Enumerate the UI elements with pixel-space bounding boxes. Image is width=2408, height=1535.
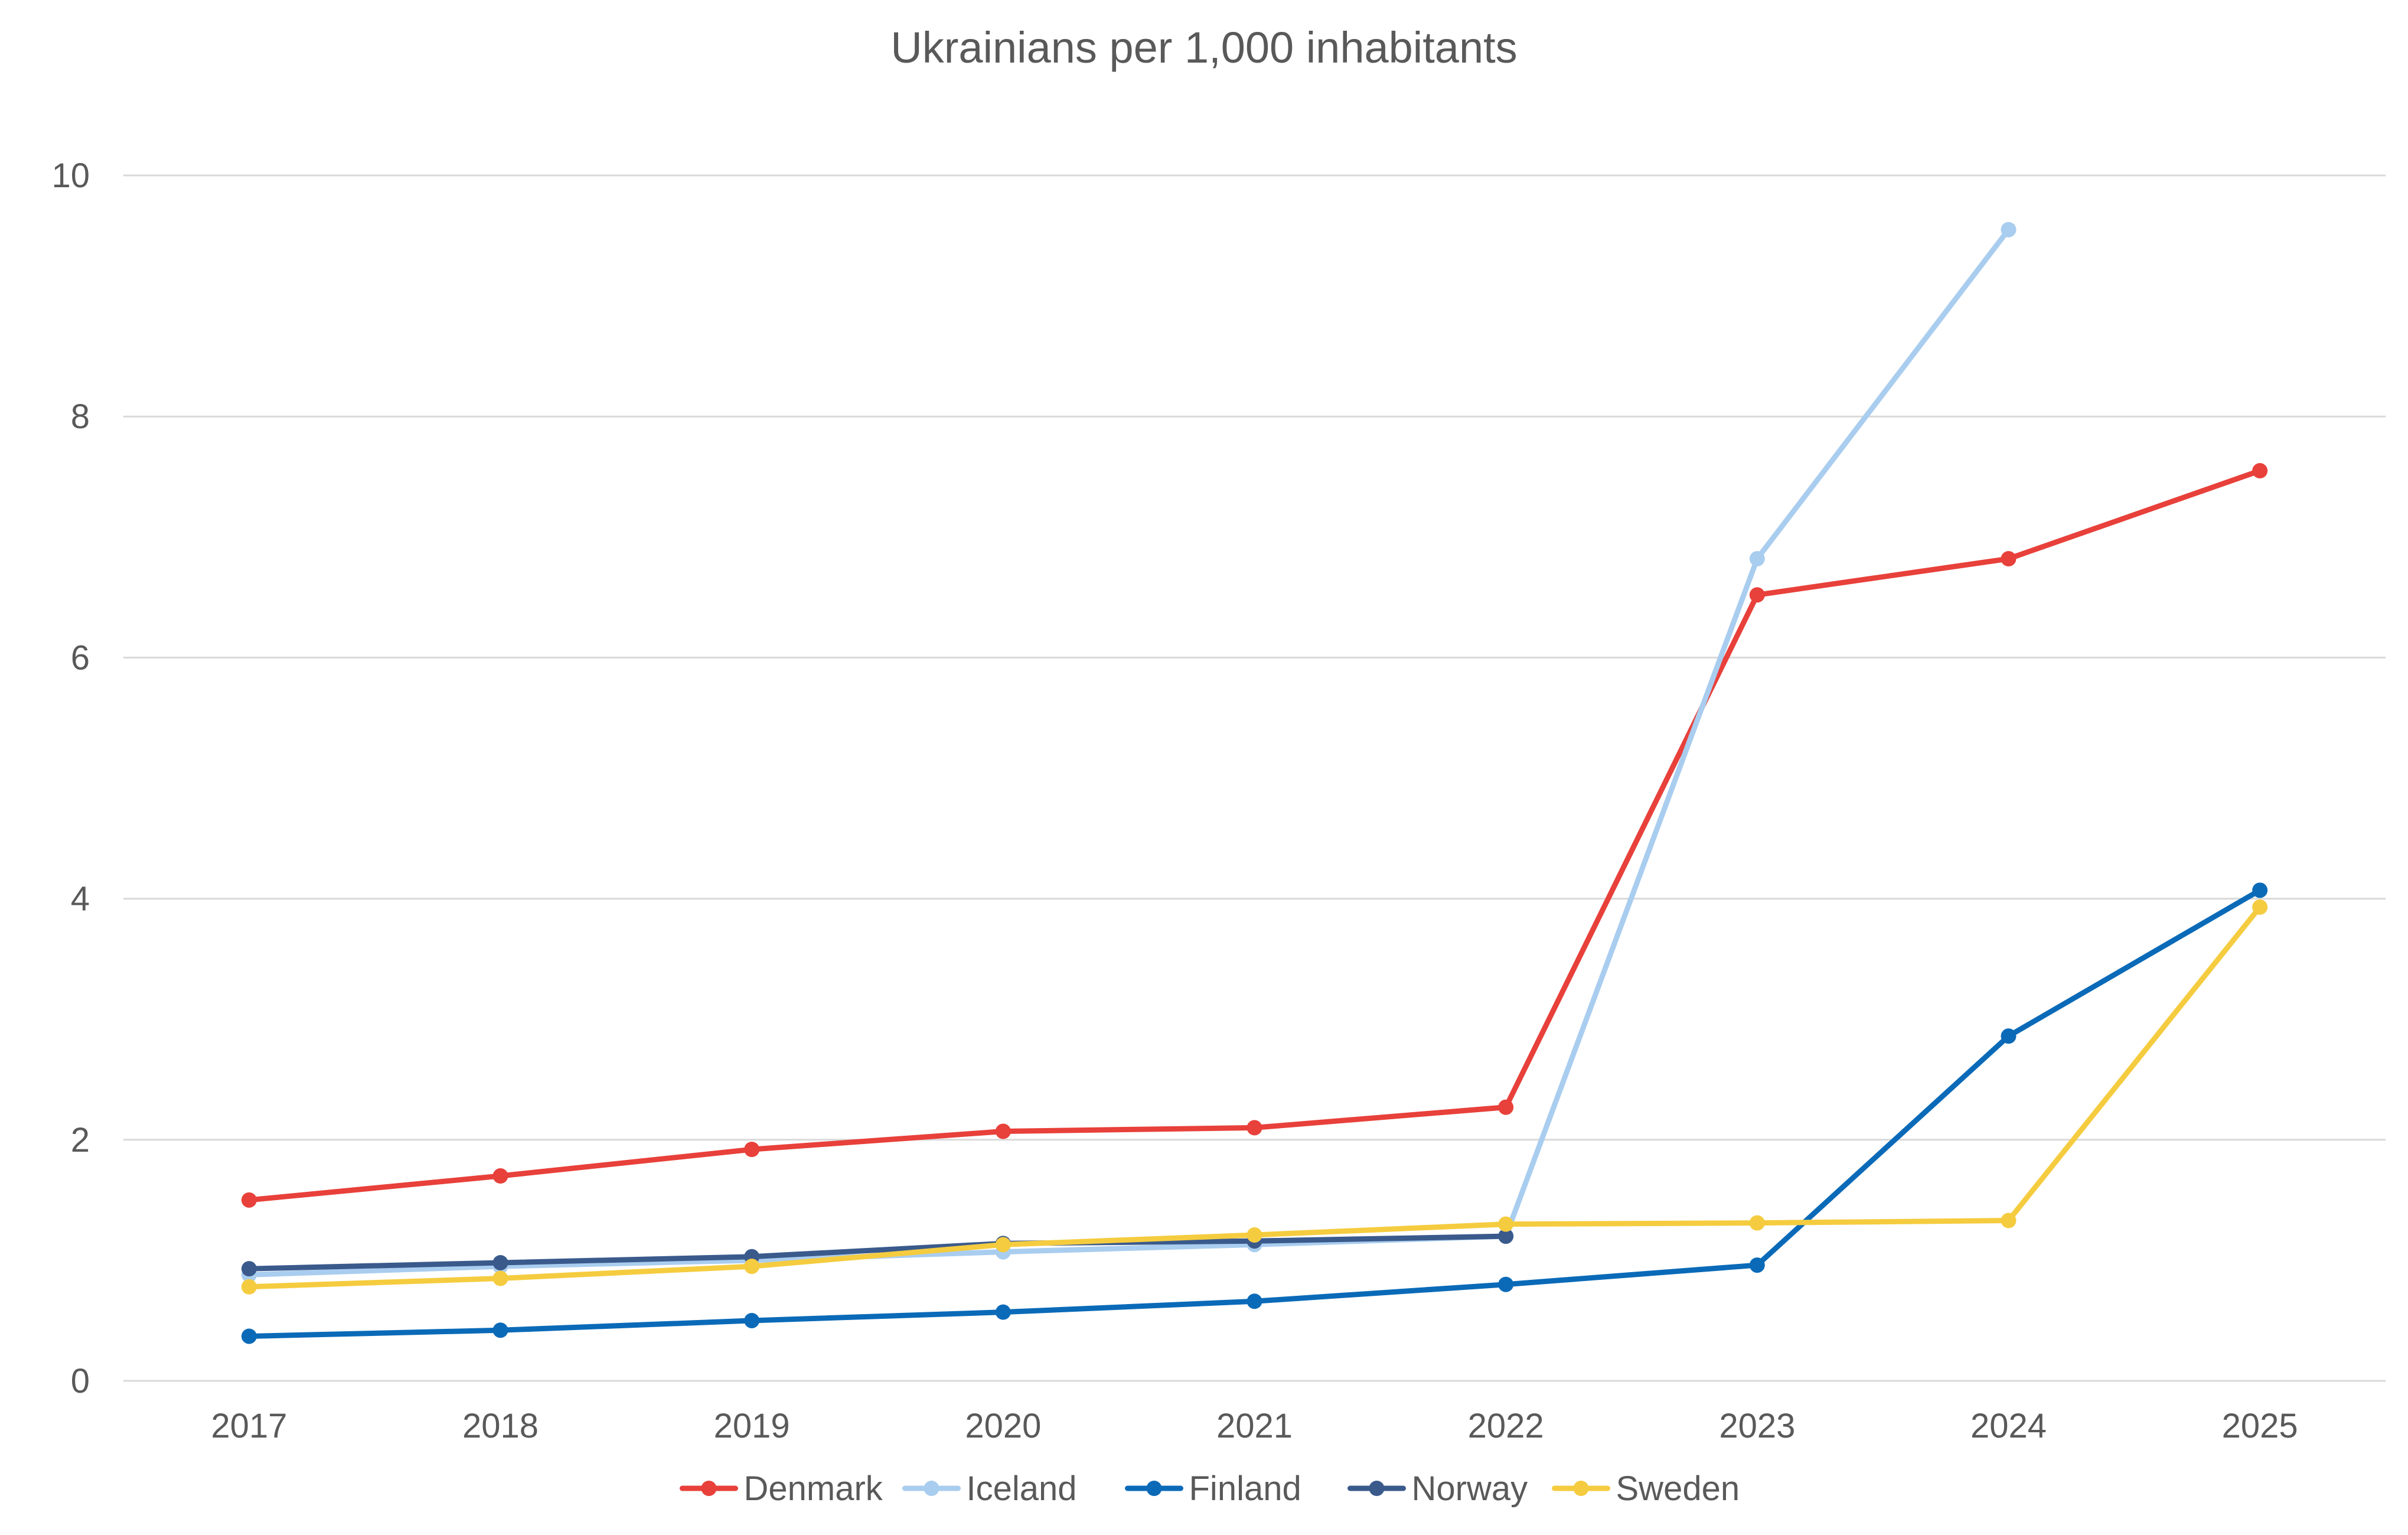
series-finland [241, 882, 2268, 1344]
legend-swatch-marker [1369, 1481, 1385, 1496]
legend[interactable]: Denmark Iceland Finland Norway Sweden [680, 1469, 1740, 1508]
data-point [492, 1168, 508, 1184]
data-point [241, 1328, 257, 1344]
x-tick-label: 2017 [211, 1407, 287, 1445]
series-denmark [241, 463, 2268, 1208]
gridlines [123, 174, 2386, 1382]
legend-swatch-marker [701, 1481, 717, 1496]
legend-item-sweden[interactable]: Sweden [1552, 1469, 1740, 1508]
data-point [2001, 221, 2017, 237]
series-line [246, 468, 2263, 1203]
data-point [2252, 463, 2268, 479]
y-axis-tick-labels: 0 2 4 6 8 10 [51, 157, 90, 1400]
y-tick-label: 4 [71, 880, 90, 918]
data-point [2252, 899, 2268, 915]
legend-swatch-marker [924, 1481, 939, 1496]
data-point [241, 1261, 257, 1277]
data-point [1749, 1257, 1765, 1273]
data-point [1247, 1227, 1262, 1243]
x-tick-label: 2024 [1970, 1407, 2047, 1445]
series-sweden [241, 899, 2268, 1295]
data-point [241, 1279, 257, 1295]
series-line [246, 887, 2263, 1339]
data-point [2001, 1028, 2017, 1044]
legend-label: Iceland [967, 1469, 1077, 1508]
data-point [995, 1237, 1011, 1253]
data-point [492, 1270, 508, 1286]
x-tick-label: 2020 [965, 1407, 1041, 1445]
data-point [2001, 1213, 2017, 1228]
y-tick-label: 8 [71, 397, 90, 436]
legend-label: Sweden [1616, 1469, 1740, 1508]
x-tick-label: 2018 [462, 1407, 539, 1445]
data-point [1498, 1099, 1514, 1115]
x-tick-label: 2025 [2222, 1407, 2298, 1445]
data-point [1498, 1228, 1514, 1244]
legend-label: Finland [1189, 1469, 1301, 1508]
chart-title: Ukrainians per 1,000 inhabitants [890, 23, 1517, 72]
x-axis-tick-labels: 2017 2018 2019 2020 2021 2022 2023 2024 2025 [211, 1407, 2298, 1445]
series-iceland [241, 221, 2017, 1283]
x-tick-label: 2021 [1216, 1407, 1293, 1445]
series-lines [241, 221, 2268, 1344]
legend-label: Denmark [744, 1469, 883, 1508]
legend-swatch-marker [1573, 1481, 1589, 1496]
data-point [995, 1304, 1011, 1320]
legend-swatch-marker [1146, 1481, 1162, 1496]
y-tick-label: 6 [71, 638, 90, 677]
data-point [1498, 1276, 1514, 1292]
data-point [1247, 1293, 1262, 1309]
data-point [1247, 1120, 1262, 1136]
series-line [246, 227, 2011, 1277]
x-tick-label: 2023 [1719, 1407, 1795, 1445]
legend-item-iceland[interactable]: Iceland [902, 1469, 1077, 1508]
legend-item-denmark[interactable]: Denmark [680, 1469, 883, 1508]
data-point [744, 1312, 760, 1328]
legend-item-finland[interactable]: Finland [1125, 1469, 1301, 1508]
x-tick-label: 2022 [1468, 1407, 1544, 1445]
y-tick-label: 10 [51, 157, 90, 195]
data-point [241, 1192, 257, 1208]
data-point [1498, 1216, 1514, 1232]
data-point [1749, 1215, 1765, 1231]
data-point [744, 1259, 760, 1275]
data-point [2001, 551, 2017, 567]
y-tick-label: 0 [71, 1362, 90, 1400]
data-point [744, 1142, 760, 1158]
data-point [995, 1123, 1011, 1139]
y-tick-label: 2 [71, 1121, 90, 1159]
data-point [1749, 551, 1765, 567]
data-point [492, 1322, 508, 1338]
series-line [246, 1233, 1509, 1272]
legend-label: Norway [1412, 1469, 1528, 1508]
x-tick-label: 2019 [714, 1407, 790, 1445]
data-point [1749, 587, 1765, 603]
data-point [492, 1254, 508, 1270]
legend-item-norway[interactable]: Norway [1347, 1469, 1528, 1508]
data-point [2252, 882, 2268, 898]
